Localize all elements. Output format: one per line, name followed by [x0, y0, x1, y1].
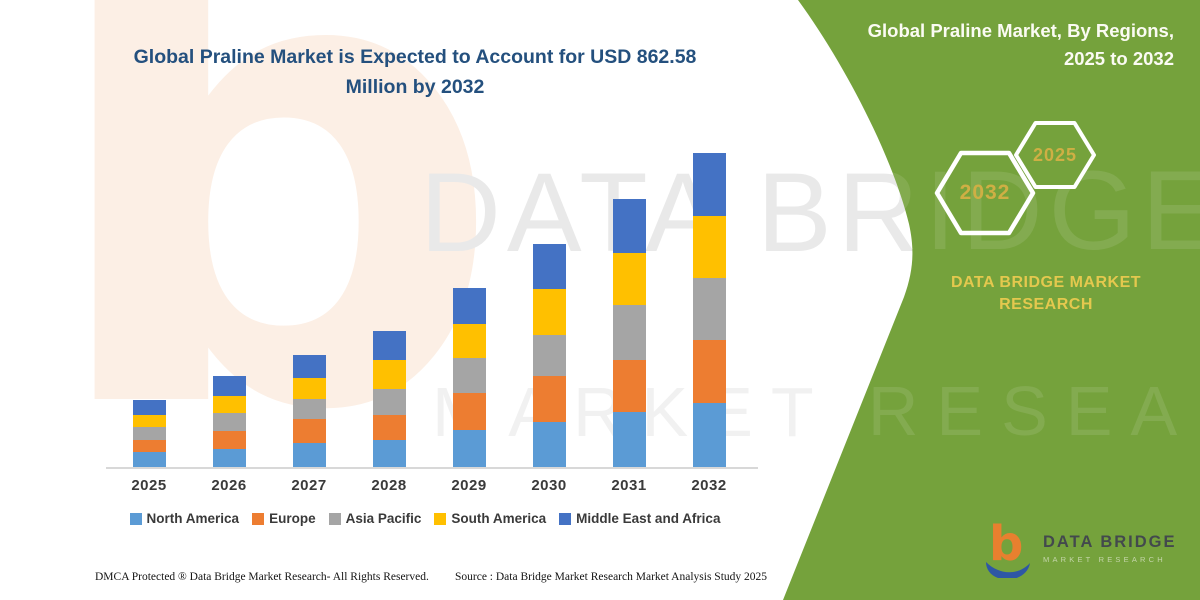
x-tick-2030: 2030	[531, 477, 567, 494]
hexagon-2032	[934, 150, 1036, 236]
bar-2032-segment-middle-east-and-africa	[692, 153, 726, 216]
bar-2029-segment-middle-east-and-africa	[452, 287, 486, 324]
bar-2027-segment-asia-pacific	[292, 399, 326, 419]
bar-2030-segment-north-america	[532, 421, 566, 467]
bar-2025-segment-asia-pacific	[132, 426, 166, 440]
bar-2026-segment-europe	[212, 430, 246, 449]
bar-2031-segment-south-america	[612, 252, 646, 306]
bar-2029-segment-asia-pacific	[452, 357, 486, 394]
bar-2025-segment-europe	[132, 439, 166, 453]
legend-item-middle-east-and-africa: Middle East and Africa	[559, 511, 720, 526]
legend-item-europe: Europe	[252, 511, 316, 526]
legend-item-north-america: North America	[129, 511, 240, 526]
logo-text: DATA BRIDGE	[1043, 532, 1177, 551]
bar-2032-segment-north-america	[692, 402, 726, 467]
bar-2030-segment-middle-east-and-africa	[532, 243, 566, 289]
dbmr-logo-mark-icon: b	[986, 518, 1030, 578]
bar-2028	[372, 331, 406, 467]
x-tick-2026: 2026	[211, 477, 247, 494]
bar-2031-segment-middle-east-and-africa	[612, 199, 646, 253]
footer-dmca-text: DMCA Protected ® Data Bridge Market Rese…	[95, 571, 429, 583]
bar-2026-segment-north-america	[212, 448, 246, 467]
legend-label-asia-pacific: Asia Pacific	[345, 511, 422, 526]
bar-2028-segment-north-america	[372, 439, 406, 467]
bar-2030-segment-europe	[532, 376, 566, 422]
bar-2029-segment-north-america	[452, 429, 486, 467]
bar-2029-segment-europe	[452, 393, 486, 430]
bar-2025-segment-south-america	[132, 414, 166, 427]
bar-2030-segment-asia-pacific	[532, 334, 566, 377]
legend-swatch-north-america	[129, 512, 142, 525]
hexagon-year-2032: 2032	[959, 181, 1011, 204]
bar-2028-segment-asia-pacific	[372, 388, 406, 415]
bar-2028-segment-south-america	[372, 359, 406, 389]
panel-title: Global Praline Market, By Regions, 2025 …	[867, 20, 1174, 69]
x-tick-2031: 2031	[611, 477, 647, 494]
bar-2030	[532, 243, 566, 467]
bar-2032-segment-south-america	[692, 215, 726, 279]
bar-2028-segment-middle-east-and-africa	[372, 331, 406, 360]
bar-2026-segment-middle-east-and-africa	[212, 376, 246, 397]
hexagon-year-2025: 2025	[1032, 145, 1078, 165]
bar-2031-segment-europe	[612, 360, 646, 413]
watermark-line2-on-green: MARKET RESEARCH	[432, 372, 1200, 450]
bar-2031-segment-asia-pacific	[612, 305, 646, 361]
legend: North America Europe Asia Pacific South Ame…	[90, 511, 760, 526]
bar-2031-segment-north-america	[612, 412, 646, 467]
logo-b-watermark: b	[40, 0, 506, 553]
bar-2026	[212, 376, 246, 467]
bar-2032	[692, 153, 726, 467]
x-tick-2027: 2027	[291, 477, 327, 494]
legend-label-middle-east-and-africa: Middle East and Africa	[576, 511, 721, 526]
org-name: DATA BRIDGE MARKET RESEARCH	[950, 274, 1142, 313]
bar-2032-segment-asia-pacific	[692, 278, 726, 340]
bar-2025	[132, 399, 166, 467]
x-axis-line	[106, 467, 758, 469]
chart-title: Global Praline Market is Expected to Acc…	[133, 46, 697, 99]
plot-area: 2025 2026 2027 2028 2029 2030 2031 2032	[131, 153, 727, 494]
x-tick-2028: 2028	[371, 477, 407, 494]
green-panel-shape	[783, 0, 1200, 600]
x-tick-2029: 2029	[451, 477, 487, 494]
legend-item-asia-pacific: Asia Pacific	[328, 511, 422, 526]
bar-2029-segment-south-america	[452, 323, 486, 358]
x-tick-2025: 2025	[131, 477, 167, 494]
bar-2026-segment-asia-pacific	[212, 413, 246, 431]
bar-2027-segment-south-america	[292, 377, 326, 400]
bar-2028-segment-europe	[372, 414, 406, 440]
bar-2027	[292, 354, 326, 467]
bar-2030-segment-south-america	[532, 288, 566, 335]
logo-subtext: MARKET RESEARCH	[1043, 554, 1166, 564]
bar-2025-segment-north-america	[132, 452, 166, 467]
bar-2027-segment-north-america	[292, 442, 326, 467]
legend-swatch-south-america	[434, 512, 447, 525]
dbmr-logo: b DATA BRIDGE MARKET RESEARCH	[983, 518, 1177, 578]
footer-source-text: Source : Data Bridge Market Research Mar…	[455, 571, 768, 583]
legend-label-south-america: South America	[451, 511, 547, 526]
legend-label-north-america: North America	[146, 511, 240, 526]
bar-2029	[452, 287, 486, 467]
bar-2025-segment-middle-east-and-africa	[132, 399, 166, 415]
legend-swatch-europe	[252, 512, 265, 525]
hexagon-2025	[1014, 121, 1096, 189]
legend-swatch-middle-east-and-africa	[559, 512, 572, 525]
bar-2031	[612, 199, 646, 467]
legend-label-europe: Europe	[269, 511, 316, 526]
bar-2027-segment-europe	[292, 418, 326, 443]
bar-2027-segment-middle-east-and-africa	[292, 354, 326, 378]
bar-2032-segment-europe	[692, 339, 726, 403]
svg-text:b: b	[989, 518, 1023, 572]
bar-2026-segment-south-america	[212, 396, 246, 414]
legend-item-south-america: South America	[434, 511, 546, 526]
legend-swatch-asia-pacific	[328, 512, 341, 525]
hexagon-badges	[934, 121, 1096, 236]
x-tick-2032: 2032	[691, 477, 727, 494]
